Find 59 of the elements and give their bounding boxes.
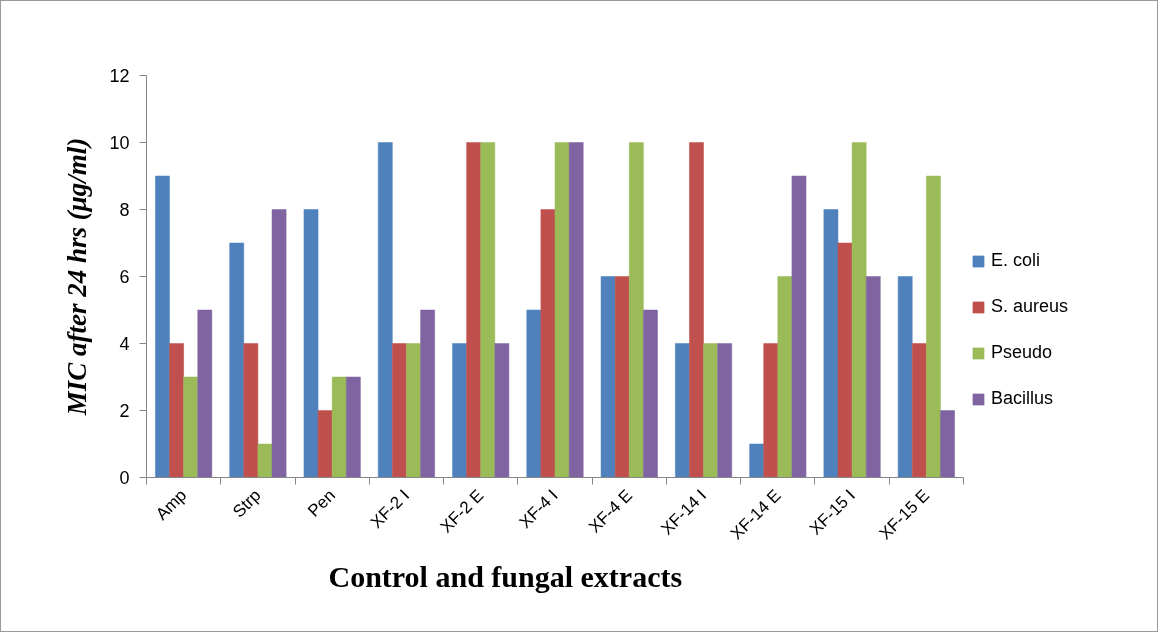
x-tick-label: Strp bbox=[229, 485, 265, 522]
bar bbox=[480, 142, 496, 478]
bar bbox=[331, 376, 347, 478]
bar bbox=[717, 343, 733, 478]
bar bbox=[689, 142, 704, 478]
bar bbox=[703, 343, 718, 478]
bar bbox=[837, 242, 853, 478]
bar bbox=[675, 343, 690, 478]
y-tick-label: 4 bbox=[119, 334, 130, 354]
bar bbox=[614, 276, 630, 478]
legend-label: Bacillus bbox=[991, 388, 1054, 409]
bar bbox=[183, 376, 198, 478]
y-tick-label: 6 bbox=[119, 267, 130, 287]
bar bbox=[912, 343, 927, 478]
y-tick-label: 2 bbox=[119, 401, 130, 421]
bar bbox=[791, 175, 807, 478]
bar bbox=[243, 343, 259, 478]
bar bbox=[568, 142, 584, 478]
bar bbox=[466, 142, 481, 478]
bar bbox=[643, 309, 658, 478]
bar bbox=[540, 209, 556, 478]
bar bbox=[823, 209, 839, 478]
bar bbox=[169, 343, 184, 478]
bar bbox=[377, 142, 393, 478]
bar bbox=[851, 142, 867, 478]
y-tick-label: 0 bbox=[119, 468, 130, 488]
bar bbox=[197, 309, 213, 478]
bar bbox=[554, 142, 570, 478]
bar bbox=[229, 242, 245, 478]
y-tick-label: 8 bbox=[119, 200, 130, 220]
bar bbox=[940, 410, 955, 478]
bar bbox=[406, 343, 421, 478]
legend-label: S. aureus bbox=[991, 296, 1069, 317]
bar bbox=[494, 343, 510, 478]
bar bbox=[897, 276, 913, 478]
bar bbox=[346, 376, 361, 478]
bar bbox=[392, 343, 407, 478]
bar bbox=[317, 410, 333, 478]
bar bbox=[749, 443, 764, 478]
bar bbox=[420, 309, 435, 478]
x-tick-label: Pen bbox=[304, 485, 339, 521]
bar bbox=[926, 175, 941, 478]
bar bbox=[526, 309, 542, 478]
bar bbox=[865, 276, 881, 478]
legend-label: E. coli bbox=[991, 250, 1041, 271]
bar bbox=[629, 142, 644, 478]
bar bbox=[155, 175, 170, 478]
x-axis-title: Control and fungal extracts bbox=[328, 559, 683, 593]
y-tick-label: 12 bbox=[109, 66, 130, 86]
bar bbox=[257, 443, 273, 478]
y-tick-label: 10 bbox=[109, 133, 130, 153]
bar bbox=[600, 276, 616, 478]
bar bbox=[452, 343, 467, 478]
y-axis-title: MIC after 24 hrs (μg/ml) bbox=[62, 137, 93, 417]
bar bbox=[777, 276, 793, 478]
bar bbox=[763, 343, 779, 478]
legend-label: Pseudo bbox=[991, 342, 1053, 363]
bar bbox=[271, 209, 287, 478]
bar bbox=[303, 209, 319, 478]
